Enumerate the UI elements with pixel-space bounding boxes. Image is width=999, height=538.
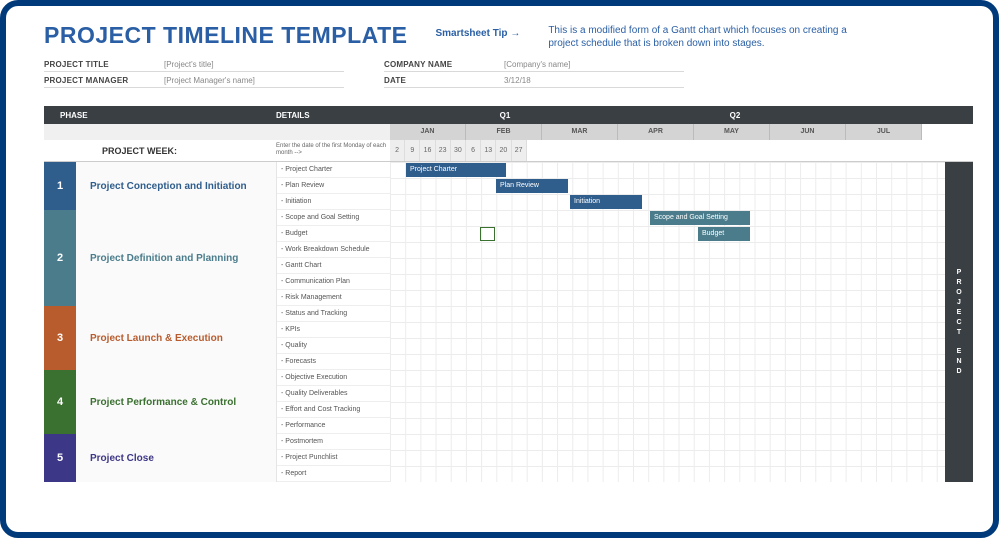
detail-item: - Budget	[277, 226, 390, 242]
phase-number: 3	[44, 306, 76, 370]
col-header-details: DETAILS	[276, 111, 390, 120]
month-jan: JAN	[390, 124, 466, 140]
detail-item: - Communication Plan	[277, 274, 390, 290]
gantt-bar[interactable]: Scope and Goal Setting	[650, 211, 750, 225]
company-name-label: COMPANY NAME	[384, 60, 504, 69]
project-manager-value[interactable]: [Project Manager's name]	[164, 76, 344, 85]
gantt-header: PHASE DETAILS Q1 Q2	[44, 106, 973, 124]
week-cell: 2	[390, 140, 405, 161]
phase-details: - Objective Execution- Quality Deliverab…	[276, 370, 390, 434]
page-title: PROJECT TIMELINE TEMPLATE	[44, 22, 407, 49]
meta-row-1: PROJECT TITLE [Project's title] COMPANY …	[44, 60, 973, 72]
phase-details: - Postmortem- Project Punchlist- Report	[276, 434, 390, 482]
detail-item: - Status and Tracking	[277, 306, 390, 322]
week-cell: 16	[420, 140, 435, 161]
detail-item: - KPIs	[277, 322, 390, 338]
gantt-bar[interactable]: Project Charter	[406, 163, 506, 177]
phases-container: 1Project Conception and Initiation- Proj…	[44, 162, 973, 482]
project-title-label: PROJECT TITLE	[44, 60, 164, 69]
phase-block: 3Project Launch & Execution- Status and …	[44, 306, 973, 370]
phase-number: 5	[44, 434, 76, 482]
phase-grid	[390, 370, 973, 434]
detail-item: - Work Breakdown Schedule	[277, 242, 390, 258]
detail-item: - Objective Execution	[277, 370, 390, 386]
title-bar: PROJECT TIMELINE TEMPLATE Smartsheet Tip…	[44, 22, 973, 50]
phase-title: Project Conception and Initiation	[76, 162, 276, 210]
phase-title: Project Performance & Control	[76, 370, 276, 434]
project-end-bar: PROJECT END	[945, 162, 973, 482]
detail-item: - Effort and Cost Tracking	[277, 402, 390, 418]
project-title-value[interactable]: [Project's title]	[164, 60, 344, 69]
detail-item: - Report	[277, 466, 390, 482]
phase-grid	[390, 306, 973, 370]
weeks-row: PROJECT WEEK: Enter the date of the firs…	[44, 140, 973, 162]
gantt-bar[interactable]: Initiation	[570, 195, 642, 209]
detail-item: - Initiation	[277, 194, 390, 210]
company-name-value[interactable]: [Company's name]	[504, 60, 684, 69]
month-may: MAY	[694, 124, 770, 140]
month-jun: JUN	[770, 124, 846, 140]
month-feb: FEB	[466, 124, 542, 140]
phase-block: 5Project Close- Postmortem- Project Punc…	[44, 434, 973, 482]
detail-item: - Quality	[277, 338, 390, 354]
detail-item: - Project Punchlist	[277, 450, 390, 466]
month-jul: JUL	[846, 124, 922, 140]
week-cell: 6	[466, 140, 481, 161]
col-header-phase: PHASE	[44, 111, 276, 120]
detail-item: - Performance	[277, 418, 390, 434]
week-cell: 27	[512, 140, 527, 161]
month-apr: APR	[618, 124, 694, 140]
phase-number: 2	[44, 210, 76, 306]
gantt-chart: PHASE DETAILS Q1 Q2 JAN FEB MAR APR MAY …	[44, 106, 973, 482]
selection-outline	[480, 227, 495, 241]
project-manager-label: PROJECT MANAGER	[44, 76, 164, 85]
date-label: DATE	[384, 76, 504, 85]
phase-grid	[390, 434, 973, 482]
phase-title: Project Launch & Execution	[76, 306, 276, 370]
detail-item: - Risk Management	[277, 290, 390, 306]
week-cell: 23	[436, 140, 451, 161]
phase-number: 4	[44, 370, 76, 434]
phase-block: 2Project Definition and Planning- Scope …	[44, 210, 973, 306]
col-header-q2: Q2	[620, 111, 850, 120]
detail-item: - Postmortem	[277, 434, 390, 450]
detail-item: - Project Charter	[277, 162, 390, 178]
detail-item: - Quality Deliverables	[277, 386, 390, 402]
week-cell: 30	[451, 140, 466, 161]
gantt-bar[interactable]: Budget	[698, 227, 750, 241]
phase-title: Project Definition and Planning	[76, 210, 276, 306]
week-cell: 20	[496, 140, 511, 161]
phase-details: - Status and Tracking- KPIs- Quality- Fo…	[276, 306, 390, 370]
gantt-bar[interactable]: Plan Review	[496, 179, 568, 193]
date-value[interactable]: 3/12/18	[504, 76, 684, 85]
week-cell: 9	[405, 140, 420, 161]
project-week-label: PROJECT WEEK:	[44, 140, 276, 161]
meta-row-2: PROJECT MANAGER [Project Manager's name]…	[44, 76, 973, 88]
detail-item: - Plan Review	[277, 178, 390, 194]
project-week-help: Enter the date of the first Monday of ea…	[276, 140, 390, 161]
phase-details: - Project Charter- Plan Review- Initiati…	[276, 162, 390, 210]
col-header-q1: Q1	[390, 111, 620, 120]
detail-item: - Forecasts	[277, 354, 390, 370]
months-row: JAN FEB MAR APR MAY JUN JUL	[44, 124, 973, 140]
phase-block: 4Project Performance & Control- Objectiv…	[44, 370, 973, 434]
phase-details: - Scope and Goal Setting- Budget- Work B…	[276, 210, 390, 306]
tip-description: This is a modified form of a Gantt chart…	[548, 24, 858, 50]
detail-item: - Scope and Goal Setting	[277, 210, 390, 226]
month-mar: MAR	[542, 124, 618, 140]
detail-item: - Gantt Chart	[277, 258, 390, 274]
week-cell: 13	[481, 140, 496, 161]
smartsheet-tip-link[interactable]: Smartsheet Tip →	[435, 28, 520, 39]
phase-number: 1	[44, 162, 76, 210]
phase-title: Project Close	[76, 434, 276, 482]
